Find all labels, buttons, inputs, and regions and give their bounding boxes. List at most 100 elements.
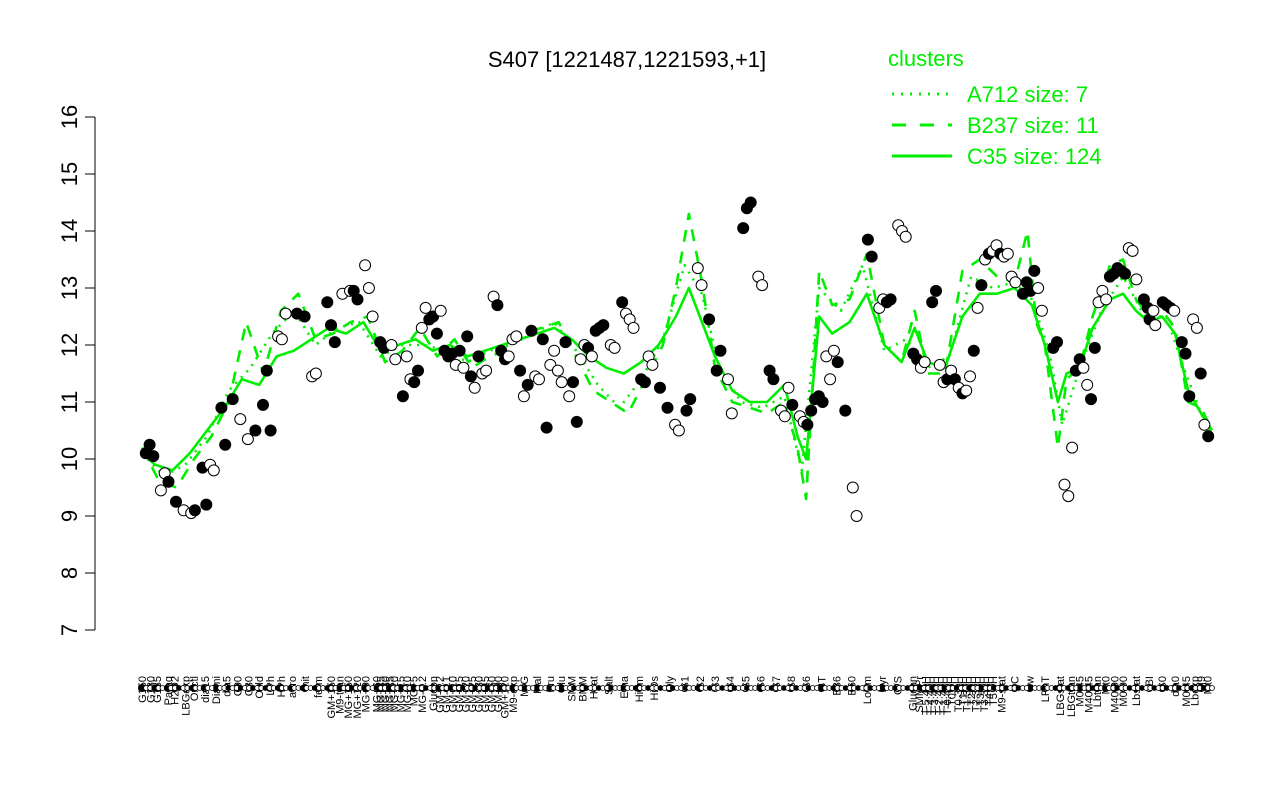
data-point — [1202, 430, 1215, 443]
data-point — [536, 333, 549, 346]
data-point — [510, 330, 523, 343]
data-point — [971, 301, 984, 314]
data-point — [351, 293, 364, 306]
x-tick-label: nit — [300, 676, 312, 688]
data-point — [162, 475, 175, 488]
data-point — [491, 299, 504, 312]
data-point — [638, 376, 651, 389]
data-point — [1175, 336, 1188, 349]
data-point — [884, 293, 897, 306]
data-point — [684, 393, 697, 406]
data-point — [827, 344, 840, 357]
data-point — [654, 381, 666, 394]
data-point — [960, 384, 973, 397]
data-point — [551, 364, 564, 377]
data-point — [461, 330, 474, 343]
data-point — [1190, 321, 1203, 334]
series-line-a712 — [141, 263, 1214, 478]
data-point — [468, 381, 481, 394]
y-tick-label: 9 — [57, 510, 82, 522]
data-point — [1130, 273, 1143, 286]
x-tick-label: Lbexp — [1190, 676, 1202, 706]
data-point — [725, 407, 738, 420]
y-tick-label: 7 — [57, 624, 82, 636]
data-point — [464, 370, 477, 383]
data-point — [1088, 341, 1101, 354]
data-point — [672, 424, 685, 437]
data-point — [514, 364, 527, 377]
data-point — [778, 410, 791, 423]
data-point — [325, 319, 337, 332]
series-lines — [140, 212, 1214, 501]
data-points — [139, 196, 1215, 522]
data-point — [309, 367, 322, 380]
y-tick-label: 16 — [57, 105, 82, 129]
data-point — [695, 279, 708, 292]
data-point — [215, 401, 228, 414]
data-point — [801, 418, 814, 431]
data-point — [1085, 393, 1097, 406]
data-point — [1058, 478, 1071, 491]
legend-label-a712: A712 size: 7 — [967, 82, 1088, 107]
data-point — [782, 381, 795, 394]
data-point — [321, 296, 334, 309]
data-point — [839, 404, 852, 417]
y-tick-label: 15 — [57, 162, 82, 186]
data-point — [385, 339, 398, 351]
data-point — [408, 376, 421, 389]
data-point — [521, 378, 534, 391]
data-point — [627, 321, 640, 334]
legend: clusters A712 size: 7 B237 size: 11 C35 … — [888, 46, 1102, 169]
data-point — [260, 364, 273, 377]
data-point — [200, 498, 213, 511]
data-point — [366, 310, 379, 323]
y-tick-label: 10 — [57, 447, 82, 471]
x-tick-label: M0t45 — [1181, 676, 1193, 707]
legend-title: clusters — [888, 46, 964, 71]
data-point — [661, 401, 674, 414]
data-point — [608, 341, 621, 354]
data-point — [1062, 490, 1075, 503]
data-point — [188, 504, 201, 517]
data-point — [396, 390, 409, 403]
data-point — [1028, 264, 1041, 277]
data-point — [362, 282, 375, 294]
data-point — [540, 421, 553, 434]
y-tick-label: 14 — [57, 219, 82, 243]
x-tick-label: M0t45 — [1075, 676, 1087, 707]
data-point — [563, 390, 576, 403]
data-point — [1168, 304, 1181, 317]
data-point — [1051, 336, 1063, 349]
data-point — [918, 356, 931, 369]
y-tick-label: 12 — [57, 333, 82, 357]
x-tick-marker — [1209, 685, 1215, 691]
x-tick-label: M9-stat — [997, 676, 1009, 713]
data-point — [933, 358, 946, 371]
data-point — [1119, 267, 1131, 280]
data-point — [646, 358, 659, 371]
data-point — [241, 433, 254, 446]
x-tick-label: MG+90 — [361, 676, 373, 712]
x-tick-label: Lbtran — [1092, 676, 1104, 707]
data-point — [480, 364, 493, 377]
data-point — [1035, 304, 1048, 317]
data-point — [502, 350, 515, 363]
data-point — [744, 196, 757, 209]
data-point — [680, 404, 693, 417]
data-point — [1077, 361, 1090, 374]
data-point — [975, 279, 988, 292]
x-tick-label: Lbstat — [1131, 676, 1143, 706]
data-point — [434, 304, 447, 317]
data-point — [412, 364, 424, 377]
data-point — [430, 327, 443, 340]
data-point — [1032, 282, 1045, 294]
x-tick-label: Glucon — [428, 676, 440, 711]
data-point — [767, 373, 780, 386]
legend-label-c35: C35 size: 124 — [967, 144, 1102, 169]
data-point — [585, 350, 598, 363]
data-point — [865, 250, 878, 263]
data-point — [219, 438, 232, 451]
data-point — [234, 413, 247, 426]
x-tick-label: M0t90 — [1118, 676, 1130, 707]
